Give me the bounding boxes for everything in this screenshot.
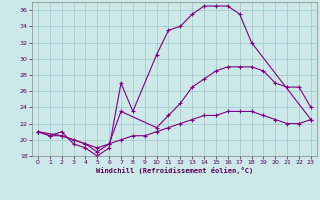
X-axis label: Windchill (Refroidissement éolien,°C): Windchill (Refroidissement éolien,°C) (96, 167, 253, 174)
